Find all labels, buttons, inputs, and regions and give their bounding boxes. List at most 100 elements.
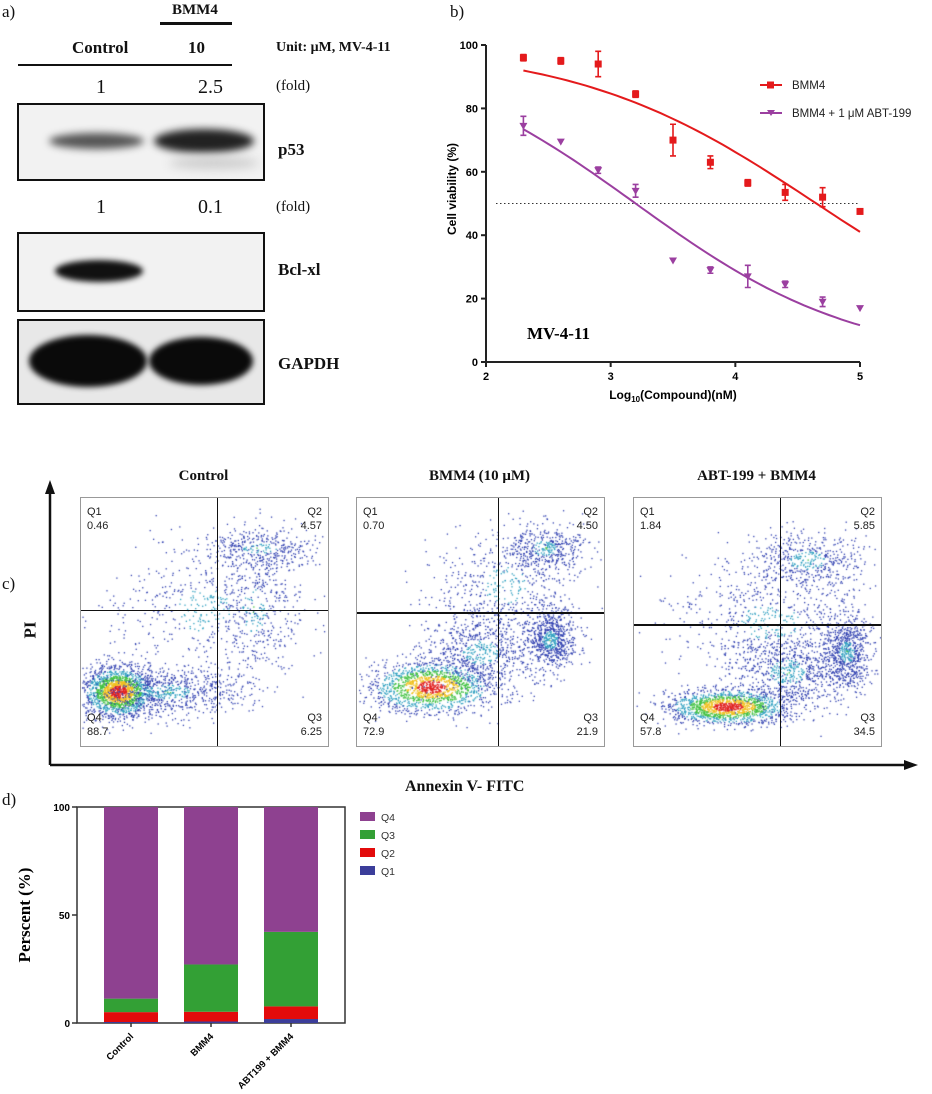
d-ytick-label: 50 <box>59 911 71 922</box>
d-bar-segment-q2 <box>184 1011 238 1022</box>
q1-label: Q1 <box>363 506 378 518</box>
bclxl-label: Bcl-xl <box>278 260 321 279</box>
d-bar-segment-q1 <box>184 1021 238 1023</box>
q2-label: Q2 <box>860 506 875 518</box>
b-point-1 <box>519 122 528 130</box>
b-point-0 <box>519 54 527 62</box>
b-legend-marker <box>767 81 774 89</box>
q2-label: Q2 <box>583 506 598 518</box>
flow-axes <box>45 480 918 770</box>
d-bar-segment-q3 <box>264 931 318 1007</box>
q1-label: Q1 <box>87 506 102 518</box>
annexin-axis-label: Annexin V- FITC <box>405 778 525 795</box>
col-control: Control <box>72 38 129 57</box>
q4-label: Q4 <box>363 712 378 724</box>
q1-value: 1.84 <box>640 520 662 532</box>
q3-label: Q3 <box>860 712 875 724</box>
d-bar-segment-q2 <box>264 1006 318 1020</box>
b-point-0 <box>856 207 864 215</box>
q4-value: 57.8 <box>640 726 662 738</box>
quadrant-horizontal-gate[interactable] <box>357 612 604 614</box>
b-ytick-label: 80 <box>466 103 478 115</box>
d-bar-segment-q3 <box>184 964 238 1012</box>
gapdh-blot <box>17 319 265 405</box>
b-legend-label: BMM4 + 1 μM ABT-199 <box>792 108 911 120</box>
bclxl-fold-unit: (fold) <box>276 199 311 215</box>
d-legend-swatch <box>360 830 375 839</box>
q4-label: Q4 <box>640 712 655 724</box>
unit-label: Unit: μM, MV-4-11 <box>276 40 391 55</box>
q3-value: 21.9 <box>576 726 598 738</box>
b-cell-line-annotation: MV-4-11 <box>527 324 590 343</box>
d-ytick-label: 0 <box>64 1019 70 1030</box>
q1-value: 0.70 <box>363 520 385 532</box>
p53-fold-treated: 2.5 <box>198 76 223 98</box>
flow-plot-title: ABT-199 + BMM4 <box>697 468 816 484</box>
flow-plot-title: BMM4 (10 μM) <box>429 468 530 484</box>
d-bar-segment-q1 <box>104 1022 158 1023</box>
q1-value: 0.46 <box>87 520 109 532</box>
flow-plot-2: Q1 0.70 Q2 4.50 Q4 72.9 Q3 21.9 <box>356 497 605 747</box>
d-legend-label: Q3 <box>381 830 395 842</box>
q1-label: Q1 <box>640 506 655 518</box>
flow-scatter-density <box>81 498 328 746</box>
d-ytick-label: 100 <box>53 803 70 814</box>
q3-value: 34.5 <box>853 726 875 738</box>
b-xlabel: Log10(Compound)(nM) <box>609 388 737 404</box>
bclxl-blot <box>17 232 265 312</box>
header-divider <box>18 64 232 66</box>
d-bar-segment-q3 <box>104 998 158 1013</box>
b-point-1 <box>706 267 715 275</box>
b-xtick-label: 4 <box>732 371 739 383</box>
quadrant-vertical-gate[interactable] <box>216 498 219 746</box>
q2-value: 5.85 <box>853 520 875 532</box>
b-point-1 <box>743 273 752 281</box>
quadrant-horizontal-gate[interactable] <box>81 609 328 612</box>
b-point-0 <box>706 158 714 166</box>
flow-plot-title: Control <box>178 468 229 484</box>
d-bar-segment-q4 <box>264 807 318 932</box>
bclxl-fold-control: 1 <box>96 196 106 218</box>
panel-a-label: a) <box>2 2 16 21</box>
flow-scatter-density <box>357 498 604 746</box>
bmm4-group-header: BMM4 <box>172 2 218 18</box>
quadrant-vertical-gate[interactable] <box>497 498 500 746</box>
q2-label: Q2 <box>307 506 322 518</box>
b-legend-marker <box>767 110 775 116</box>
b-xtick-label: 3 <box>608 371 614 383</box>
panel-d-label: d) <box>2 790 17 809</box>
quadrant-vertical-gate[interactable] <box>779 498 782 746</box>
q2-value: 4.50 <box>576 520 598 532</box>
d-legend-swatch <box>360 812 375 821</box>
b-point-0 <box>632 90 640 98</box>
q3-label: Q3 <box>583 712 598 724</box>
b-point-1 <box>818 298 827 306</box>
b-point-1 <box>669 257 677 265</box>
panel-b-label: b) <box>450 2 465 21</box>
col-dose: 10 <box>188 38 205 57</box>
b-point-1 <box>556 138 565 146</box>
pi-axis-label: PI <box>20 621 40 639</box>
b-ytick-label: 40 <box>466 230 478 242</box>
b-point-1 <box>631 187 640 195</box>
b-ytick-label: 0 <box>472 357 478 369</box>
d-category-label: Control <box>104 1031 136 1063</box>
q2-value: 4.57 <box>300 520 322 532</box>
b-legend-label: BMM4 <box>792 80 826 92</box>
b-point-0 <box>669 136 677 144</box>
flow-scatter-density <box>634 498 881 746</box>
b-xtick-label: 5 <box>857 371 863 383</box>
b-ylabel: Cell viability (%) <box>445 143 459 235</box>
p53-fold-control: 1 <box>96 76 106 98</box>
q3-value: 6.25 <box>300 726 322 738</box>
q3-label: Q3 <box>307 712 322 724</box>
b-point-0 <box>781 188 789 196</box>
quadrant-horizontal-gate[interactable] <box>634 624 881 626</box>
d-legend-label: Q4 <box>381 812 395 824</box>
b-point-1 <box>594 167 603 175</box>
d-legend-swatch <box>360 866 375 875</box>
b-point-0 <box>594 60 602 68</box>
b-point-0 <box>557 57 565 65</box>
d-category-label: ABT199 + BMM4 <box>236 1031 297 1092</box>
d-ylabel: Perscent (%) <box>15 868 34 963</box>
